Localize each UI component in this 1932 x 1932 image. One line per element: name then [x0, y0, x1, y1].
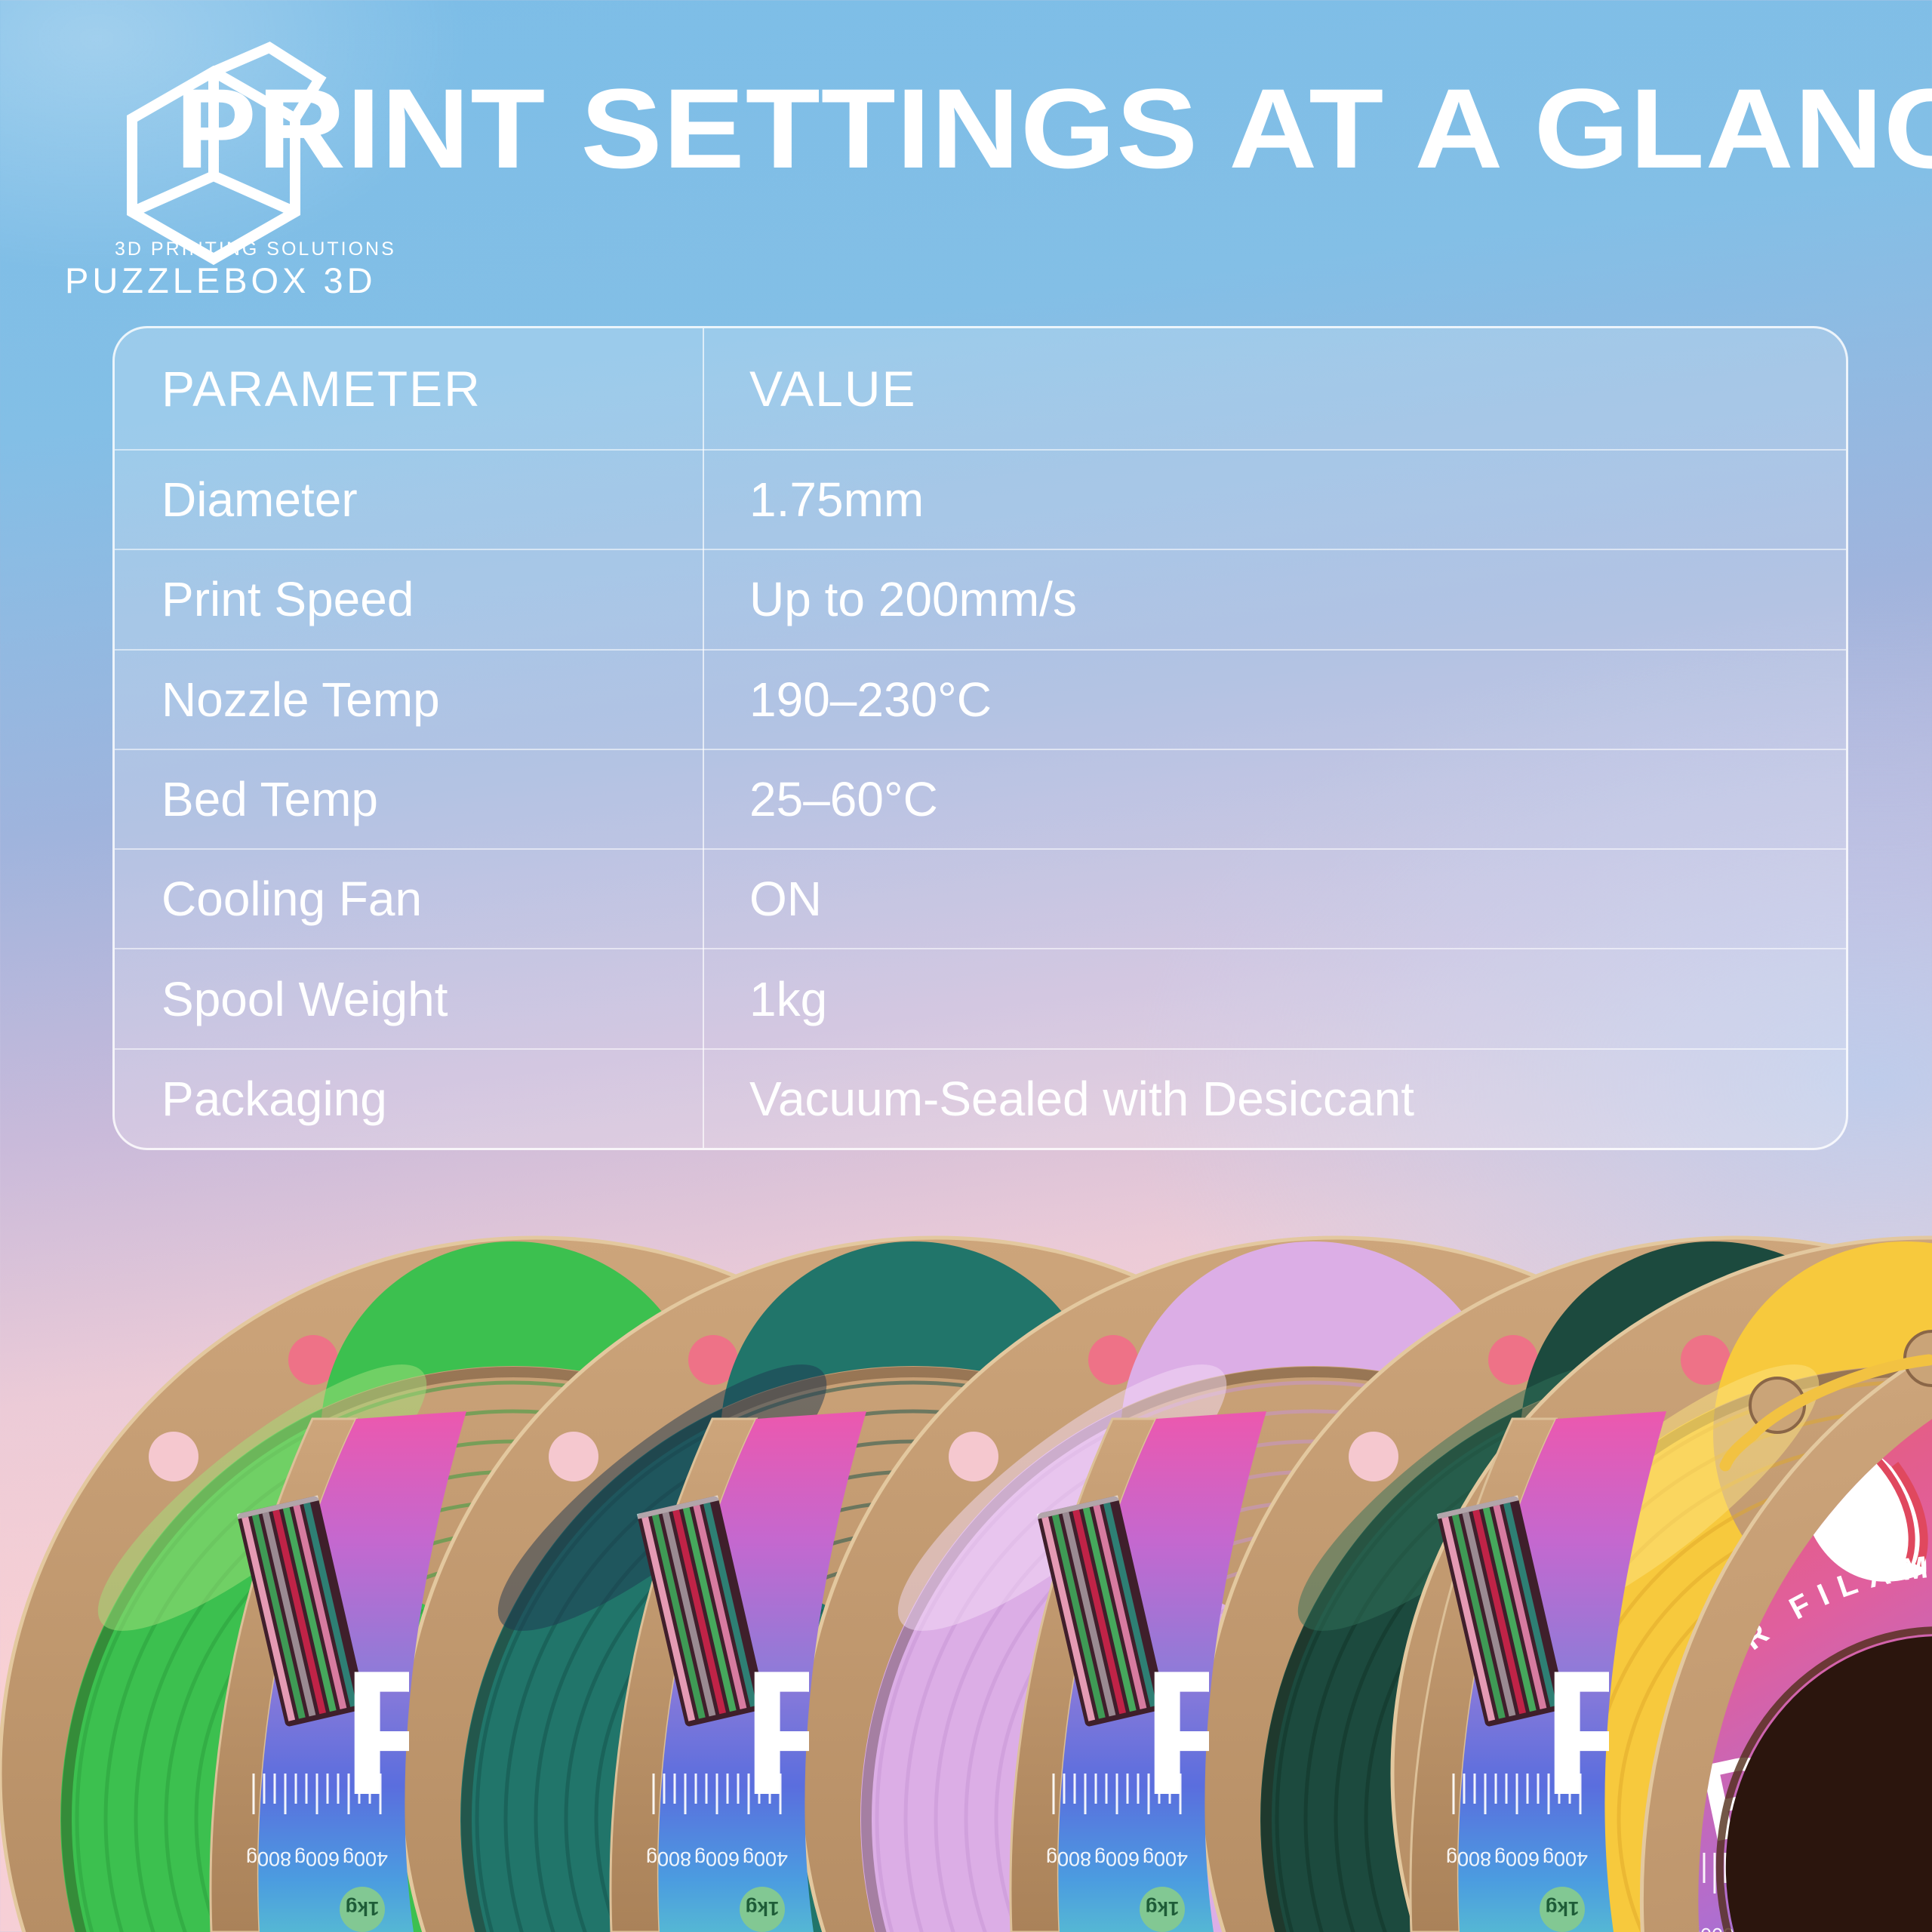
- row-parameter: Bed Temp: [115, 748, 703, 848]
- filament-spools-photo: Panchroma 800g 600g 400g 1kg: [0, 1170, 1932, 1932]
- brand-name: PUZZLEBOX 3D: [65, 260, 377, 300]
- row-value: ON: [703, 848, 1846, 948]
- row-value: 1.75mm: [703, 449, 1846, 549]
- row-parameter: Diameter: [115, 449, 703, 549]
- row-parameter: Spool Weight: [115, 948, 703, 1048]
- column-header-parameter: PARAMETER: [162, 361, 481, 417]
- spool-hub-hole: [1725, 1636, 1932, 1932]
- row-value: 190–230°C: [703, 648, 1846, 749]
- page-title: PRINT SETTINGS AT A GLANCE: [175, 65, 1932, 192]
- gauge-label: 600g: [1689, 1924, 1734, 1932]
- row-value: Up to 200mm/s: [703, 549, 1846, 648]
- row-parameter: Packaging: [115, 1048, 703, 1148]
- print-settings-table: PARAMETER VALUE Diameter 1.75mm Print Sp…: [112, 326, 1848, 1150]
- row-parameter: Nozzle Temp: [115, 648, 703, 749]
- row-value: 25–60°C: [703, 748, 1846, 848]
- filament-strand: [1719, 1429, 1758, 1472]
- column-header-value: VALUE: [749, 361, 917, 417]
- puzzlebox-hexagon-box-icon: [127, 42, 327, 266]
- row-parameter: Print Speed: [115, 549, 703, 648]
- brand-tagline: 3D PRINTING SOLUTIONS: [115, 238, 396, 260]
- filament-strand: [1746, 1354, 1932, 1441]
- row-value: Vacuum-Sealed with Desiccant: [703, 1048, 1846, 1148]
- row-parameter: Cooling Fan: [115, 848, 703, 948]
- row-value: 1kg: [703, 948, 1846, 1048]
